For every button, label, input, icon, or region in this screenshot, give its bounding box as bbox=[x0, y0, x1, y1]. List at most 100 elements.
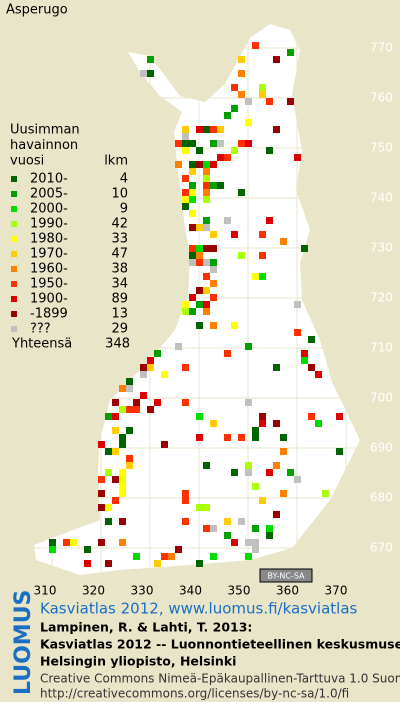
observation-square bbox=[161, 441, 168, 448]
observation-square bbox=[210, 140, 217, 147]
observation-square bbox=[182, 196, 189, 203]
observation-square bbox=[182, 497, 189, 504]
observation-square bbox=[140, 371, 147, 378]
legend-count: 9 bbox=[120, 202, 128, 217]
observation-square bbox=[210, 161, 217, 168]
observation-square bbox=[175, 546, 182, 553]
observation-square bbox=[287, 49, 294, 56]
legend-label: 1980- bbox=[30, 232, 68, 247]
observation-square bbox=[182, 203, 189, 210]
observation-square bbox=[175, 140, 182, 147]
y-grid-label: 750 bbox=[370, 141, 393, 155]
legend-swatch bbox=[11, 206, 17, 212]
observation-square bbox=[231, 469, 238, 476]
observation-square bbox=[196, 252, 203, 259]
observation-square bbox=[210, 245, 217, 252]
observation-square bbox=[196, 434, 203, 441]
observation-square bbox=[196, 413, 203, 420]
observation-square bbox=[98, 504, 105, 511]
observation-square bbox=[119, 469, 126, 476]
observation-square bbox=[259, 231, 266, 238]
observation-square bbox=[217, 140, 224, 147]
y-grid-label: 770 bbox=[370, 41, 393, 55]
observation-square bbox=[119, 406, 126, 413]
legend-swatch bbox=[11, 266, 17, 272]
grid bbox=[0, 0, 400, 598]
legend-swatch bbox=[11, 191, 17, 197]
observation-square bbox=[196, 322, 203, 329]
logo: LUOMUS bbox=[11, 590, 36, 695]
observation-square bbox=[217, 182, 224, 189]
observation-square bbox=[245, 553, 252, 560]
observation-square bbox=[119, 441, 126, 448]
observation-square bbox=[231, 147, 238, 154]
observation-square bbox=[238, 91, 245, 98]
observation-square bbox=[203, 525, 210, 532]
observation-square bbox=[224, 350, 231, 357]
observation-square bbox=[182, 399, 189, 406]
observation-square bbox=[105, 469, 112, 476]
observation-square bbox=[105, 518, 112, 525]
observations bbox=[49, 42, 343, 567]
legend-count: 4 bbox=[120, 172, 128, 187]
x-grid-label: 360 bbox=[276, 584, 299, 598]
legend-label: -1899 bbox=[30, 307, 68, 322]
observation-square bbox=[273, 126, 280, 133]
observation-square bbox=[196, 287, 203, 294]
legend-count-header: lkm bbox=[104, 154, 128, 169]
observation-square bbox=[224, 112, 231, 119]
observation-square bbox=[196, 161, 203, 168]
observation-square bbox=[238, 70, 245, 77]
legend-count: 34 bbox=[111, 277, 128, 292]
legend-count: 89 bbox=[111, 292, 128, 307]
footer: Lampinen, R. & Lahti, T. 2013: Kasviatlas… bbox=[40, 620, 400, 701]
legend-swatch bbox=[11, 236, 17, 242]
observation-square bbox=[119, 518, 126, 525]
observation-square bbox=[126, 462, 133, 469]
legend-count: 10 bbox=[111, 187, 128, 202]
x-grid-label: 330 bbox=[131, 584, 154, 598]
observation-square bbox=[210, 280, 217, 287]
observation-square bbox=[224, 217, 231, 224]
observation-square bbox=[203, 301, 210, 308]
observation-square bbox=[210, 266, 217, 273]
y-grid-label: 740 bbox=[370, 191, 393, 205]
observation-square bbox=[252, 546, 259, 553]
observation-square bbox=[238, 434, 245, 441]
observation-square bbox=[189, 168, 196, 175]
link[interactable]: Kasviatlas 2012, www.luomus.fi/kasviatla… bbox=[40, 600, 358, 618]
observation-square bbox=[203, 224, 210, 231]
legend-count: 13 bbox=[111, 307, 128, 322]
observation-square bbox=[210, 525, 217, 532]
citation-line: Lampinen, R. & Lahti, T. 2013: bbox=[40, 620, 252, 635]
legend-swatch bbox=[11, 326, 17, 332]
observation-square bbox=[112, 476, 119, 483]
legend-label: 1960- bbox=[30, 262, 68, 277]
observation-square bbox=[154, 350, 161, 357]
observation-square bbox=[126, 385, 133, 392]
observation-square bbox=[280, 448, 287, 455]
license-badge: BY-NC-SA bbox=[267, 572, 305, 581]
observation-square bbox=[308, 364, 315, 371]
observation-square bbox=[203, 259, 210, 266]
observation-square bbox=[315, 371, 322, 378]
observation-square bbox=[189, 224, 196, 231]
observation-square bbox=[189, 210, 196, 217]
observation-square bbox=[294, 301, 301, 308]
observation-square bbox=[231, 231, 238, 238]
observation-square bbox=[189, 189, 196, 196]
legend-label: 1900- bbox=[30, 292, 68, 307]
observation-square bbox=[98, 441, 105, 448]
observation-square bbox=[210, 553, 217, 560]
map-title: Asperugo bbox=[6, 3, 68, 18]
observation-square bbox=[322, 490, 329, 497]
y-grid-label: 680 bbox=[370, 491, 393, 505]
observation-square bbox=[161, 553, 168, 560]
legend-swatch bbox=[11, 311, 17, 317]
y-grid-label: 720 bbox=[370, 291, 393, 305]
observation-square bbox=[147, 406, 154, 413]
observation-square bbox=[259, 497, 266, 504]
x-grid-label: 340 bbox=[179, 584, 202, 598]
observation-square bbox=[210, 322, 217, 329]
citation-line: Kasviatlas 2012 -- Luonnontieteellinen k… bbox=[40, 637, 400, 652]
